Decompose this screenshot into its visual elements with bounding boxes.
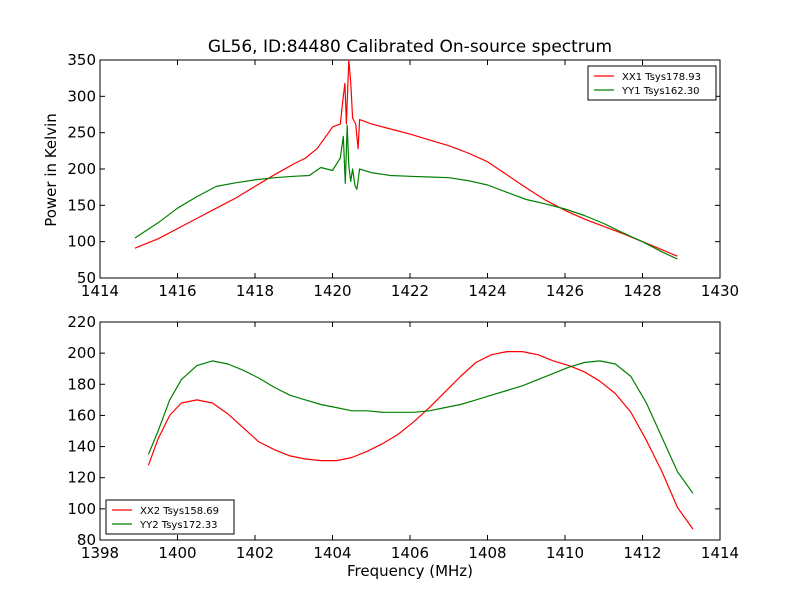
x-axis-label: Frequency (MHz) bbox=[347, 562, 473, 580]
x-tick-label: 1424 bbox=[468, 282, 506, 300]
chart-title: GL56, ID:84480 Calibrated On-source spec… bbox=[208, 37, 612, 57]
y-tick-label: 150 bbox=[67, 196, 96, 214]
x-tick-label: 1414 bbox=[701, 544, 739, 562]
y-tick-label: 200 bbox=[67, 344, 96, 362]
x-tick-label: 1418 bbox=[236, 282, 274, 300]
y-tick-label: 100 bbox=[67, 500, 96, 518]
y-tick-label: 120 bbox=[67, 469, 96, 487]
x-tick-label: 1430 bbox=[701, 282, 739, 300]
legend-entry: YY2 Tsys172.33 bbox=[139, 520, 218, 531]
x-tick-label: 1416 bbox=[158, 282, 196, 300]
legend-box bbox=[587, 65, 717, 101]
legend: XX2 Tsys158.69 YY2 Tsys172.33 bbox=[105, 499, 235, 535]
subplot-1: 1414 1416 1418 1420 1422 1424 1426 1428 1430 50 10… bbox=[67, 51, 739, 300]
x-tick-label: 1414 bbox=[81, 282, 119, 300]
x-tick-label: 1422 bbox=[391, 282, 429, 300]
subplot-2: 1398 1400 1402 1404 1406 1408 1410 1412 1414 80 10… bbox=[67, 313, 739, 562]
x-tick-label: 1398 bbox=[81, 544, 119, 562]
legend-entry: XX1 Tsys178.93 bbox=[622, 72, 701, 83]
legend-entry: YY1 Tsys162.30 bbox=[621, 86, 700, 97]
y-tick-label: 100 bbox=[67, 233, 96, 251]
legend: XX1 Tsys178.93 YY1 Tsys162.30 bbox=[587, 65, 717, 101]
x-tick-label: 1408 bbox=[468, 544, 506, 562]
x-tick-label: 1404 bbox=[313, 544, 351, 562]
y-tick-label: 50 bbox=[77, 269, 96, 287]
x-tick-label: 1428 bbox=[623, 282, 661, 300]
x-tick-label: 1406 bbox=[391, 544, 429, 562]
x-tick-label: 1412 bbox=[623, 544, 661, 562]
y-tick-label: 140 bbox=[67, 438, 96, 456]
y-tick-label: 180 bbox=[67, 375, 96, 393]
y-tick-label: 350 bbox=[67, 51, 96, 69]
y-tick-label: 160 bbox=[67, 406, 96, 424]
y-tick-label: 220 bbox=[67, 313, 96, 331]
y-tick-label: 200 bbox=[67, 160, 96, 178]
legend-box bbox=[105, 499, 235, 535]
x-tick-label: 1420 bbox=[313, 282, 351, 300]
series-line-xx2 bbox=[147, 351, 694, 530]
x-tick-label: 1426 bbox=[546, 282, 584, 300]
y-axis-label: Power in Kelvin bbox=[42, 113, 60, 227]
x-tick-label: 1400 bbox=[158, 544, 196, 562]
y-tick-label: 250 bbox=[67, 124, 96, 142]
series-line-yy1 bbox=[134, 124, 678, 260]
x-tick-label: 1402 bbox=[236, 544, 274, 562]
series-line-xx1 bbox=[134, 59, 678, 257]
series-line-yy2 bbox=[147, 360, 694, 494]
y-tick-label: 80 bbox=[77, 531, 96, 549]
y-tick-label: 300 bbox=[67, 87, 96, 105]
x-tick-label: 1410 bbox=[546, 544, 584, 562]
legend-entry: XX2 Tsys158.69 bbox=[140, 506, 219, 517]
plot-area: 1414 1416 1418 1420 1422 1424 1426 1428 1430 50 10… bbox=[67, 51, 739, 562]
